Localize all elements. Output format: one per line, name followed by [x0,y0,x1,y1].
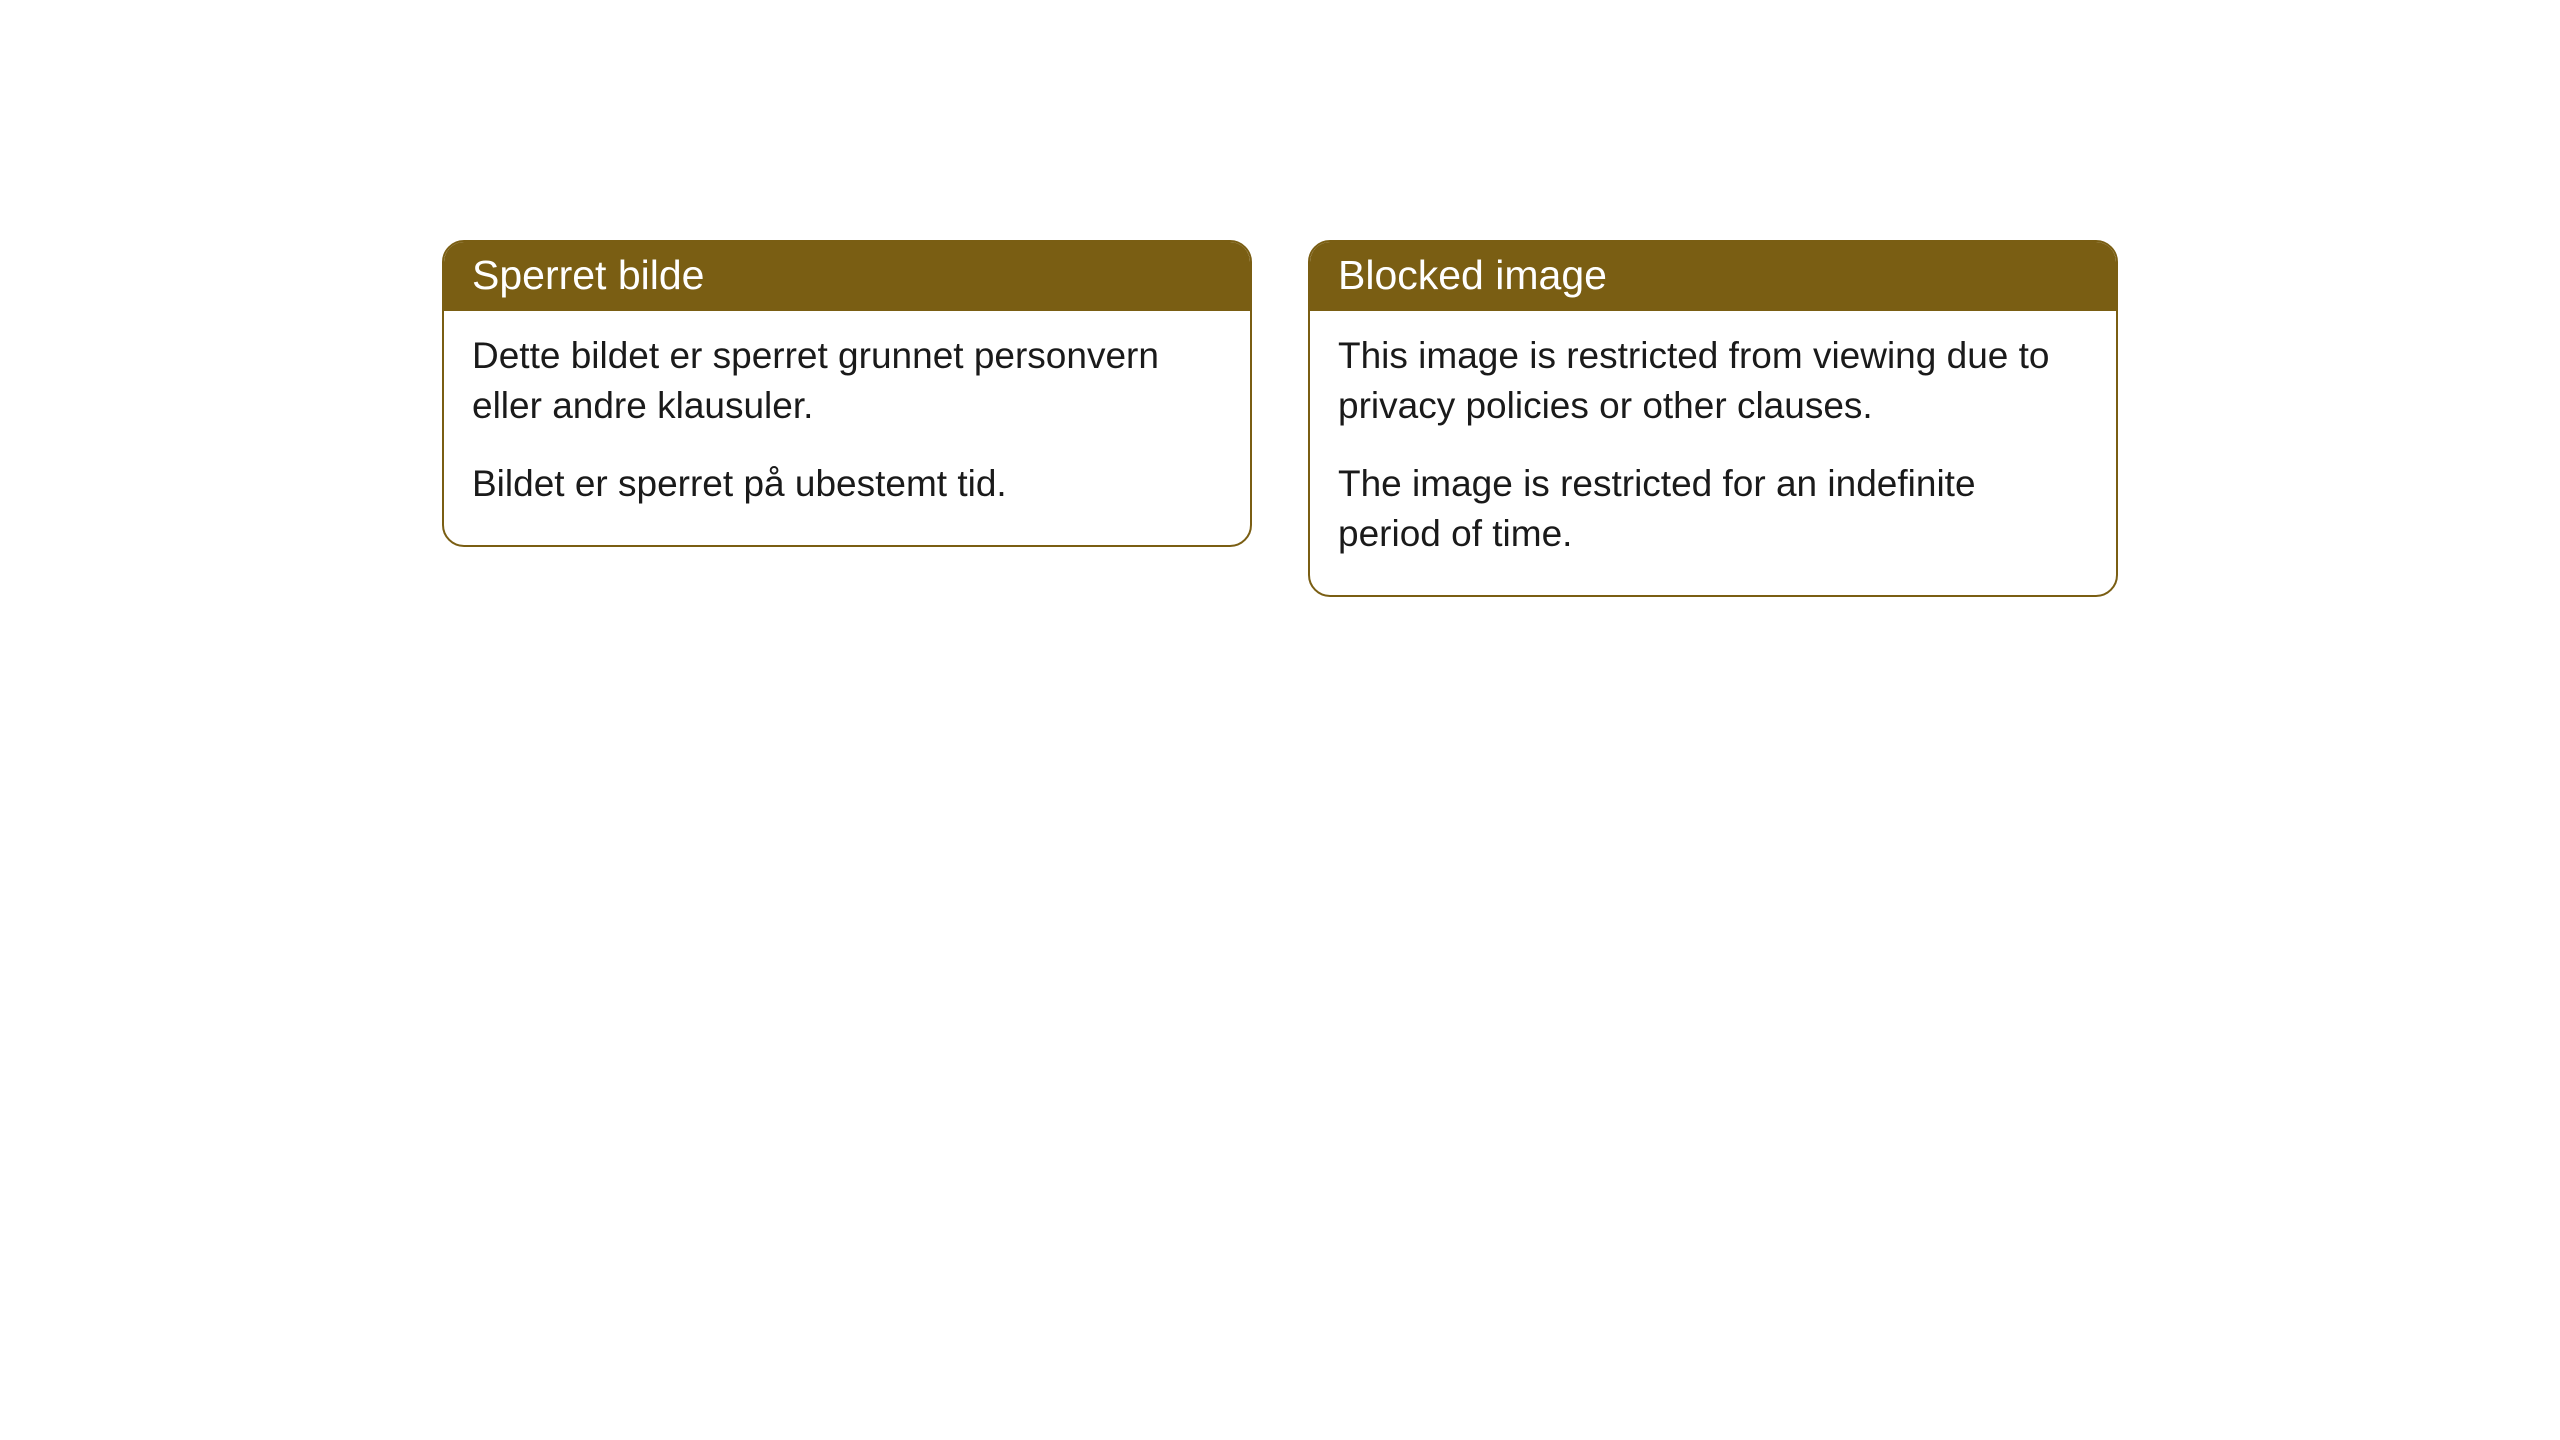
card-body-norwegian: Dette bildet er sperret grunnet personve… [444,311,1250,545]
card-paragraph: Bildet er sperret på ubestemt tid. [472,459,1222,509]
card-paragraph: Dette bildet er sperret grunnet personve… [472,331,1222,431]
notice-card-norwegian: Sperret bilde Dette bildet er sperret gr… [442,240,1252,547]
card-paragraph: This image is restricted from viewing du… [1338,331,2088,431]
card-body-english: This image is restricted from viewing du… [1310,311,2116,595]
notice-card-english: Blocked image This image is restricted f… [1308,240,2118,597]
card-title-english: Blocked image [1310,242,2116,311]
card-title-norwegian: Sperret bilde [444,242,1250,311]
notice-cards-container: Sperret bilde Dette bildet er sperret gr… [442,240,2118,1440]
card-paragraph: The image is restricted for an indefinit… [1338,459,2088,559]
